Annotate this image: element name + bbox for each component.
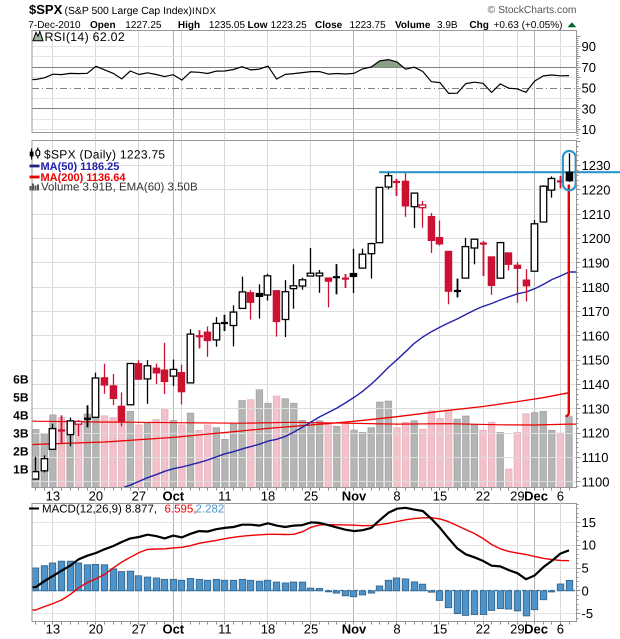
svg-text:1160: 1160 bbox=[582, 328, 610, 343]
svg-text:Close: Close bbox=[315, 20, 343, 31]
svg-text:6B: 6B bbox=[13, 373, 29, 387]
svg-text:$SPX (Daily) 1223.75: $SPX (Daily) 1223.75 bbox=[44, 148, 165, 162]
svg-text:7-Dec-2010: 7-Dec-2010 bbox=[28, 20, 81, 31]
svg-text:29: 29 bbox=[510, 489, 524, 504]
svg-text:Oct: Oct bbox=[162, 622, 184, 637]
svg-text:1100: 1100 bbox=[582, 474, 610, 489]
svg-text:1223.75: 1223.75 bbox=[350, 20, 387, 31]
svg-text:6.595,: 6.595, bbox=[165, 504, 197, 516]
svg-text:13: 13 bbox=[46, 622, 60, 637]
svg-text:8: 8 bbox=[393, 489, 400, 504]
svg-text:$SPX: $SPX bbox=[29, 2, 63, 17]
svg-text:3B: 3B bbox=[13, 427, 29, 441]
svg-text:2.282: 2.282 bbox=[196, 504, 225, 516]
svg-text:1223.25: 1223.25 bbox=[271, 20, 308, 31]
svg-text:5: 5 bbox=[582, 561, 589, 576]
svg-text:MACD(12,26,9) 8.877,: MACD(12,26,9) 8.877, bbox=[42, 504, 157, 516]
svg-text:Volume 3.91B, EMA(60) 3.50B: Volume 3.91B, EMA(60) 3.50B bbox=[41, 182, 198, 194]
svg-text:13: 13 bbox=[46, 489, 60, 504]
svg-text:+0.63 (+0.05%): +0.63 (+0.05%) bbox=[494, 20, 563, 31]
svg-text:1120: 1120 bbox=[582, 426, 610, 441]
svg-text:Low: Low bbox=[248, 20, 268, 31]
svg-text:22: 22 bbox=[476, 489, 490, 504]
svg-text:90: 90 bbox=[582, 39, 596, 54]
svg-text:1B: 1B bbox=[13, 463, 29, 477]
svg-text:25: 25 bbox=[304, 489, 318, 504]
svg-text:0: 0 bbox=[582, 583, 589, 598]
svg-text:11: 11 bbox=[218, 622, 232, 637]
svg-text:Dec: Dec bbox=[524, 622, 548, 637]
svg-text:11: 11 bbox=[218, 489, 232, 504]
svg-text:1150: 1150 bbox=[582, 353, 610, 368]
svg-text:6: 6 bbox=[557, 489, 564, 504]
svg-text:RSI(14) 62.02: RSI(14) 62.02 bbox=[45, 30, 125, 44]
svg-text:1140: 1140 bbox=[582, 377, 610, 392]
svg-text:3.9B: 3.9B bbox=[437, 20, 458, 31]
svg-text:Nov: Nov bbox=[342, 489, 367, 504]
svg-text:Dec: Dec bbox=[524, 489, 548, 504]
svg-text:27: 27 bbox=[132, 622, 146, 637]
svg-text:15: 15 bbox=[582, 515, 596, 530]
svg-text:4B: 4B bbox=[13, 409, 29, 423]
svg-text:1190: 1190 bbox=[582, 255, 610, 270]
svg-text:5B: 5B bbox=[13, 391, 29, 405]
svg-text:70: 70 bbox=[582, 60, 596, 75]
svg-text:Volume: Volume bbox=[395, 20, 431, 31]
svg-text:(S&P 500 Large Cap Index): (S&P 500 Large Cap Index) bbox=[65, 6, 192, 17]
svg-text:8: 8 bbox=[393, 622, 400, 637]
svg-text:18: 18 bbox=[261, 489, 275, 504]
svg-text:1130: 1130 bbox=[582, 401, 610, 416]
svg-text:High: High bbox=[178, 20, 200, 31]
svg-text:18: 18 bbox=[261, 622, 275, 637]
svg-text:Chg: Chg bbox=[469, 20, 488, 31]
svg-text:30: 30 bbox=[582, 101, 596, 116]
svg-text:© StockCharts.com: © StockCharts.com bbox=[488, 5, 577, 16]
svg-text:2B: 2B bbox=[13, 445, 29, 459]
svg-text:1180: 1180 bbox=[582, 280, 610, 295]
svg-text:INDX: INDX bbox=[192, 5, 217, 16]
svg-text:1200: 1200 bbox=[582, 231, 611, 246]
svg-text:1235.05: 1235.05 bbox=[209, 20, 246, 31]
svg-text:25: 25 bbox=[304, 622, 318, 637]
svg-text:22: 22 bbox=[476, 622, 490, 637]
svg-text:1170: 1170 bbox=[582, 304, 610, 319]
svg-text:Open: Open bbox=[90, 20, 116, 31]
svg-text:1230: 1230 bbox=[582, 158, 611, 173]
svg-text:15: 15 bbox=[433, 489, 447, 504]
svg-text:15: 15 bbox=[433, 622, 447, 637]
svg-text:20: 20 bbox=[89, 489, 103, 504]
svg-text:-5: -5 bbox=[582, 606, 594, 621]
svg-text:MA(50) 1186.25: MA(50) 1186.25 bbox=[41, 161, 120, 173]
svg-text:27: 27 bbox=[132, 489, 146, 504]
svg-text:1110: 1110 bbox=[582, 450, 609, 465]
svg-text:10: 10 bbox=[582, 122, 596, 137]
svg-text:6: 6 bbox=[557, 622, 564, 637]
svg-text:20: 20 bbox=[89, 622, 103, 637]
svg-text:1210: 1210 bbox=[582, 207, 611, 222]
svg-text:50: 50 bbox=[582, 81, 596, 96]
svg-text:10: 10 bbox=[582, 538, 596, 553]
svg-text:29: 29 bbox=[510, 622, 524, 637]
svg-text:1220: 1220 bbox=[582, 182, 611, 197]
svg-text:Nov: Nov bbox=[342, 622, 367, 637]
svg-text:Oct: Oct bbox=[162, 489, 184, 504]
svg-text:MA(200) 1136.64: MA(200) 1136.64 bbox=[41, 172, 127, 184]
svg-text:1227.25: 1227.25 bbox=[125, 20, 162, 31]
